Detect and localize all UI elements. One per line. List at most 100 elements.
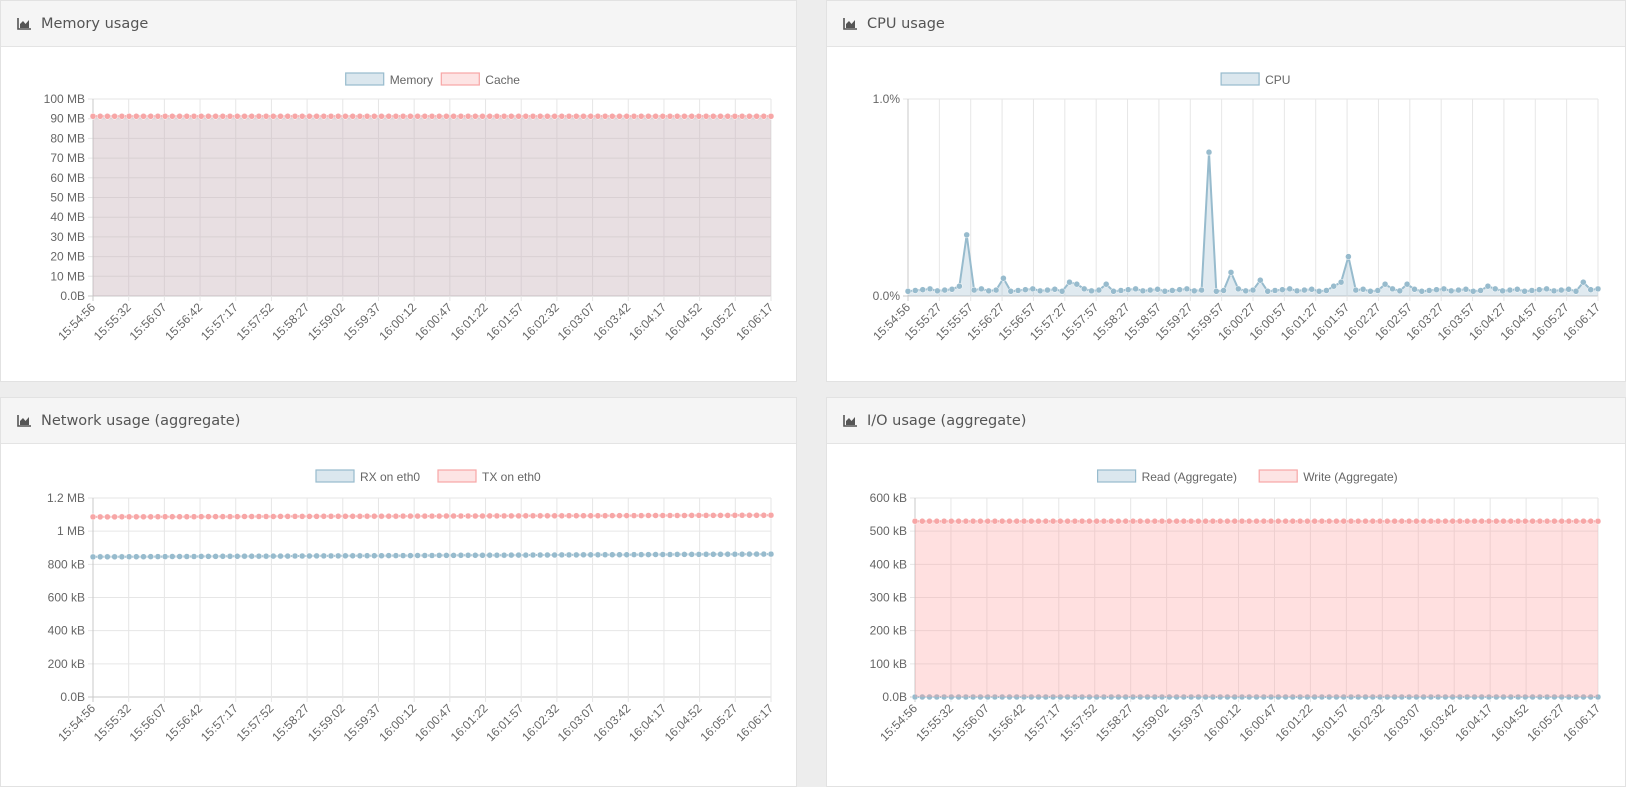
data-point — [421, 512, 429, 520]
data-point — [1245, 693, 1253, 701]
x-tick-label: 16:00:12 — [1201, 701, 1244, 744]
data-point — [926, 285, 934, 293]
data-point — [212, 553, 219, 560]
data-point — [529, 512, 537, 520]
data-point — [1220, 287, 1227, 294]
data-point — [342, 552, 349, 560]
data-point — [118, 553, 126, 561]
x-tick-label: 16:00:12 — [376, 300, 419, 343]
data-point — [544, 551, 551, 559]
data-point — [1354, 693, 1362, 701]
data-point — [1173, 693, 1180, 701]
memory-chart: Memory Cache 0.0B 10 MB 20 MB 30 MB 40 MB 50 MB… — [44, 72, 776, 343]
data-point — [1136, 693, 1144, 701]
data-point — [717, 113, 724, 120]
data-point — [89, 113, 97, 120]
data-point — [1095, 286, 1103, 294]
data-point — [695, 512, 703, 519]
data-point — [334, 552, 342, 560]
data-point — [1376, 517, 1384, 525]
x-tick-label: 15:56:42 — [985, 701, 1028, 744]
data-point — [616, 512, 623, 519]
data-point — [255, 552, 263, 560]
data-point — [580, 512, 587, 519]
data-point — [515, 512, 522, 520]
data-point — [645, 551, 652, 558]
data-point — [262, 113, 270, 120]
data-point — [1311, 517, 1318, 525]
data-point — [399, 552, 407, 559]
data-point — [1242, 287, 1249, 295]
data-point — [1078, 517, 1086, 525]
data-point — [1132, 285, 1139, 293]
x-tick-label: 16:00:12 — [376, 701, 419, 744]
data-point — [673, 512, 681, 519]
data-point — [1471, 693, 1478, 701]
data-point — [637, 113, 645, 120]
data-point — [587, 551, 594, 559]
data-point — [190, 513, 198, 520]
data-point — [580, 113, 587, 120]
data-point — [1146, 286, 1154, 294]
series-area — [915, 521, 1598, 697]
data-point — [306, 513, 313, 520]
data-point — [652, 551, 659, 558]
data-point — [1129, 517, 1137, 525]
data-point — [573, 551, 580, 559]
data-point — [479, 113, 486, 120]
data-point — [1594, 285, 1602, 293]
data-point — [1433, 286, 1440, 293]
data-point — [1173, 517, 1180, 525]
data-point — [1514, 693, 1522, 701]
data-point — [1345, 253, 1352, 260]
data-point — [630, 551, 638, 558]
y-tick-label: 400 kB — [870, 557, 907, 571]
data-point — [1057, 517, 1064, 525]
x-tick-label: 16:01:57 — [1309, 701, 1352, 744]
data-point — [1110, 288, 1117, 295]
data-point — [96, 553, 104, 561]
data-point — [234, 113, 241, 120]
x-tick-label: 16:06:17 — [733, 300, 776, 343]
data-point — [385, 113, 392, 120]
data-point — [1325, 517, 1333, 525]
data-point — [1267, 693, 1275, 701]
data-point — [1020, 693, 1028, 701]
grid — [88, 98, 772, 301]
data-point — [1093, 693, 1100, 701]
data-point — [306, 552, 313, 560]
series-area — [93, 116, 771, 296]
y-tick-label: 100 kB — [870, 657, 907, 671]
data-point — [738, 512, 746, 519]
data-point — [1463, 693, 1471, 701]
panel-header: CPU usage — [827, 1, 1625, 47]
panel-title: CPU usage — [867, 15, 945, 32]
data-point — [1102, 280, 1110, 288]
x-tick-label: 15:59:37 — [1165, 701, 1208, 744]
data-point — [1282, 693, 1289, 701]
data-point — [1051, 286, 1059, 293]
y-tick-label: 0.0% — [873, 289, 901, 303]
data-point — [1088, 287, 1095, 295]
data-point — [970, 286, 978, 294]
data-point — [955, 693, 962, 701]
x-tick-label: 16:03:07 — [1380, 701, 1423, 744]
data-point — [710, 113, 717, 120]
legend-swatch — [1220, 72, 1260, 86]
data-point — [1151, 517, 1159, 525]
x-tick-label: 15:57:52 — [234, 300, 277, 343]
data-point — [609, 551, 616, 558]
data-point — [1301, 286, 1308, 294]
data-point — [1066, 278, 1073, 286]
data-point — [1161, 288, 1169, 295]
data-point — [1447, 287, 1455, 295]
data-point — [472, 552, 479, 559]
data-point — [1493, 693, 1500, 701]
data-point — [378, 552, 385, 559]
data-point — [536, 551, 544, 559]
y-tick-label: 500 kB — [870, 524, 907, 538]
x-tick-label: 15:57:17 — [198, 300, 241, 343]
data-point — [1551, 693, 1558, 701]
data-point — [1391, 693, 1398, 701]
x-tick-label: 16:00:47 — [412, 300, 455, 343]
